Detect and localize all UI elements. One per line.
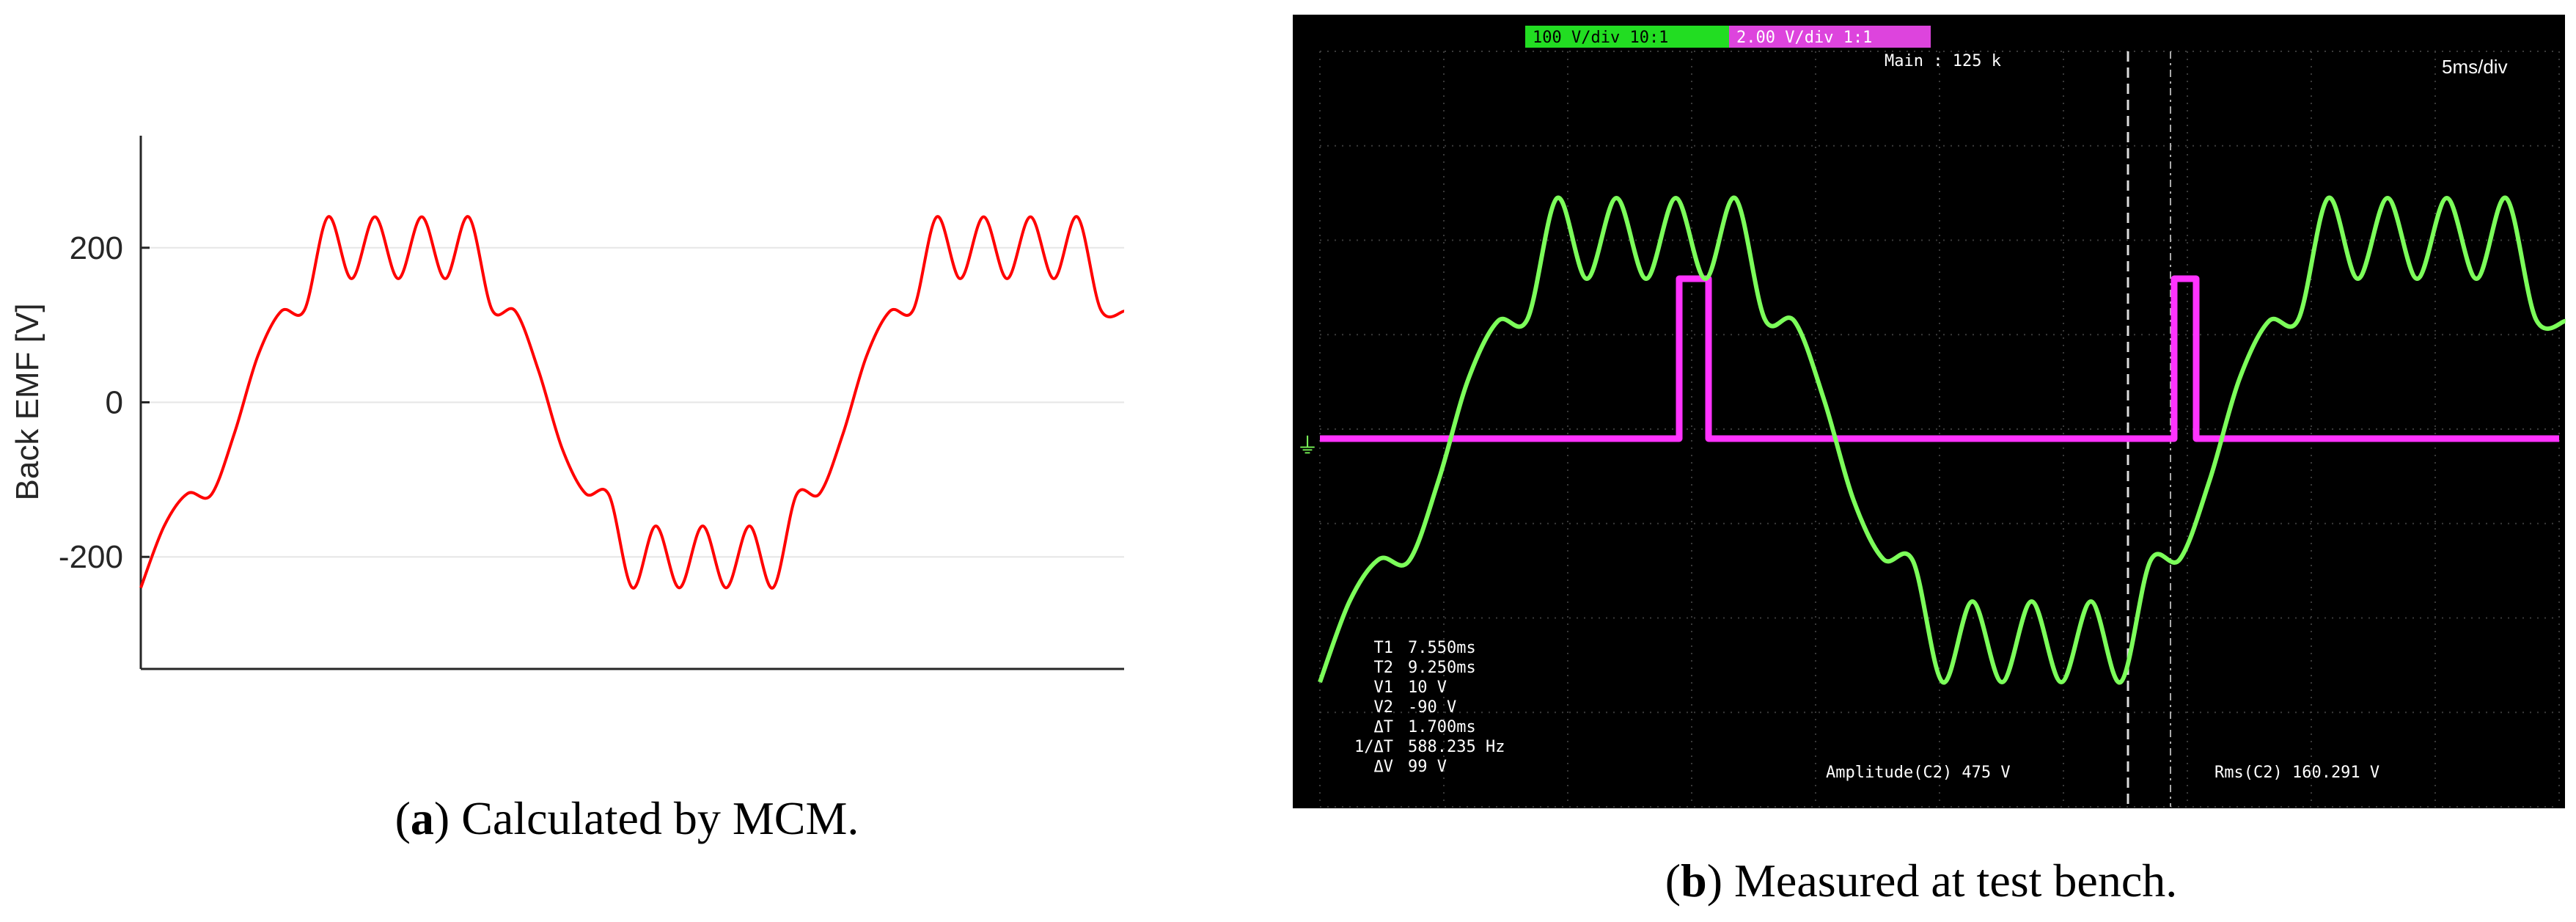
caption-a: (a) Calculated by MCM. <box>395 792 859 844</box>
scope-grid <box>1319 51 2560 808</box>
readout-key: V1 <box>1374 678 1394 697</box>
readout-key: V2 <box>1374 698 1394 717</box>
caption-open: ( <box>1665 855 1681 907</box>
timebase: 5ms/div <box>2442 56 2508 78</box>
ground-marker-icon: ⏚ <box>1296 433 1318 459</box>
rms-readout: Rms(C2) 160.291 V <box>2214 764 2379 782</box>
y-tick-label: 0 <box>106 385 123 421</box>
ch3-scale: 2.00 V/div 1:1 <box>1736 29 1872 47</box>
ch3-tag-bg <box>1729 26 1931 48</box>
series-back-emf-calculated <box>139 215 1125 590</box>
readout-value: 588.235 Hz <box>1408 738 1505 756</box>
readout-value: 99 V <box>1408 758 1447 776</box>
chart-a: 200 0 -200 Back EMF [V] (a) Calculated by … <box>10 136 1125 844</box>
cursor-readouts: T1 7.550ms T2 9.250ms V1 10 V V2 -90 V ΔT 1.700ms… <box>1354 639 1505 776</box>
grid <box>141 246 1124 558</box>
caption-open: ( <box>395 792 411 844</box>
y-tick-label: -200 <box>59 539 123 575</box>
caption-letter: a <box>411 792 434 844</box>
caption-text: ) Measured at test bench. <box>1707 855 2178 907</box>
series-back-emf-measured <box>1318 195 2566 685</box>
main-sample: Main : 125 k <box>1885 52 2001 70</box>
y-tick-label: 200 <box>70 230 123 266</box>
y-ticks: 200 0 -200 <box>59 230 150 575</box>
chart-b-oscilloscope: 100 V/div 10:1 2.00 V/div 1:1 Main : 125… <box>1293 15 2566 907</box>
readout-value: 9.250ms <box>1408 659 1476 677</box>
scope-screen <box>1293 15 2565 808</box>
caption-b: (b) Measured at test bench. <box>1665 855 2177 907</box>
caption-letter: b <box>1681 855 1707 907</box>
readout-value: 1.700ms <box>1408 718 1476 736</box>
caption-text: ) Calculated by MCM. <box>434 792 859 844</box>
series-hall-signal <box>1320 275 2559 442</box>
y-axis-title: Back EMF [V] <box>10 304 45 501</box>
readout-key: T2 <box>1374 659 1394 677</box>
ch2-tag-bg <box>1525 26 1729 48</box>
readout-key: 1/ΔT <box>1354 738 1393 756</box>
ch2-scale: 100 V/div 10:1 <box>1533 29 1668 47</box>
readout-value: 7.550ms <box>1408 639 1476 657</box>
readout-value: 10 V <box>1408 678 1447 697</box>
readout-key: ΔT <box>1374 718 1394 736</box>
readout-key: T1 <box>1374 639 1394 657</box>
readout-value: -90 V <box>1408 698 1456 717</box>
amplitude-readout: Amplitude(C2) 475 V <box>1826 764 2011 782</box>
readout-key: ΔV <box>1374 758 1394 776</box>
